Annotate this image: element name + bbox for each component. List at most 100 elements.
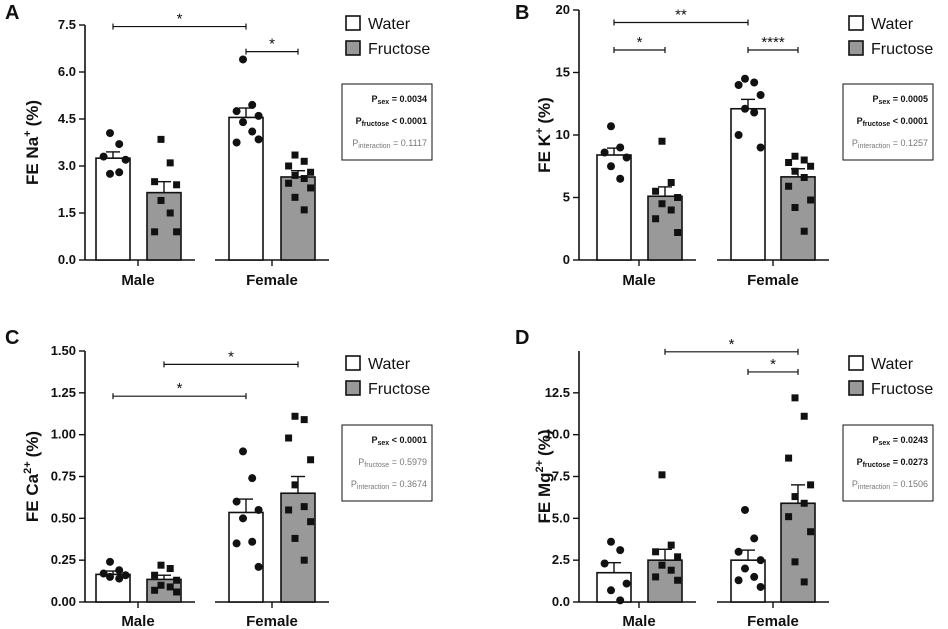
data-point-fructose <box>291 481 299 489</box>
data-point-fructose <box>285 434 293 442</box>
stats-line: Pinteraction = 0.1506 <box>852 479 928 491</box>
data-point-water <box>248 127 257 136</box>
stats-box <box>842 424 934 502</box>
data-point-water <box>121 155 130 164</box>
y-axis-label-superscript: 2+ <box>22 461 34 474</box>
data-point-fructose <box>800 156 808 164</box>
significance-label: **** <box>761 34 785 51</box>
data-point-water <box>734 576 743 585</box>
stats-line: Pinteraction = 0.1117 <box>352 138 427 150</box>
data-point-fructose <box>166 159 174 167</box>
stats-line: Pfructose < 0.0001 <box>356 116 427 128</box>
data-point-fructose <box>800 174 808 181</box>
data-point-fructose <box>791 204 799 211</box>
data-point-water <box>750 78 759 87</box>
stats-value: = 0.0273 <box>890 457 928 467</box>
data-point-fructose <box>291 193 299 201</box>
stats-box <box>341 424 433 502</box>
data-point-fructose <box>674 553 682 561</box>
panel-letter: A <box>5 2 19 24</box>
legend-label-water: Water <box>871 356 914 373</box>
data-point-fructose <box>166 209 174 217</box>
data-point-fructose <box>785 513 793 521</box>
data-point-fructose <box>300 206 308 214</box>
stats-subscript: interaction <box>858 484 890 491</box>
data-point-water <box>756 143 765 152</box>
stats-line: Pfructose = 0.5979 <box>358 457 427 469</box>
y-tick-label: 0.75 <box>51 469 76 484</box>
x-category-label: Female <box>246 613 298 629</box>
y-tick-label: 7.5 <box>552 469 570 484</box>
significance-label: * <box>228 348 234 365</box>
stats-value: = 0.0034 <box>389 94 427 104</box>
stats-subscript: fructose <box>863 121 891 128</box>
stats-line: Pinteraction = 0.1257 <box>852 138 928 150</box>
x-category-label: Male <box>622 613 655 629</box>
data-point-fructose <box>800 227 808 235</box>
stats-p: P <box>351 479 357 489</box>
data-point-water <box>106 557 114 566</box>
data-point-fructose <box>307 168 315 176</box>
data-point-fructose <box>791 152 799 160</box>
stats-p: P <box>358 457 364 467</box>
data-point-water <box>239 118 247 127</box>
data-point-water <box>115 168 124 177</box>
x-category-label: Female <box>747 272 799 289</box>
data-point-fructose <box>791 167 799 175</box>
data-point-fructose <box>800 499 808 507</box>
significance-label: * <box>770 356 776 373</box>
y-axis-label-unit: (%) <box>23 100 42 126</box>
data-point-water <box>607 122 615 131</box>
stats-subscript: sex <box>879 99 891 106</box>
data-point-water <box>741 564 749 573</box>
stats-value: = 0.3674 <box>389 479 427 489</box>
stats-value: = 0.1506 <box>890 479 928 489</box>
data-point-water <box>248 474 257 483</box>
significance-label: * <box>637 34 643 51</box>
panel-c: C 0.00 0.25 0.50 0.75 1.00 1.25 1.50 Male Female F… <box>5 327 433 629</box>
data-point-water <box>115 566 124 575</box>
data-point-fructose <box>807 528 815 536</box>
data-point-fructose <box>300 556 308 564</box>
data-point-water <box>232 107 241 116</box>
stats-subscript: fructose <box>863 462 891 469</box>
data-point-water <box>616 546 625 555</box>
stats-subscript: sex <box>879 440 891 447</box>
y-axis-label: FE Ca2+ (%) <box>22 431 42 522</box>
bar-fructose-female <box>780 176 816 261</box>
legend-label-fructose: Fructose <box>368 381 430 398</box>
data-point-fructose <box>658 137 666 145</box>
stats-subscript: interaction <box>858 143 890 150</box>
y-tick-label: 1.50 <box>51 343 76 358</box>
y-tick-label: 4.5 <box>58 111 76 126</box>
panel-letter: D <box>515 327 529 349</box>
data-point-fructose <box>151 178 159 186</box>
stats-value: < 0.0001 <box>890 116 928 126</box>
data-point-fructose <box>151 571 159 579</box>
data-point-fructose <box>667 541 675 549</box>
data-point-fructose <box>652 548 660 556</box>
data-point-fructose <box>807 481 815 489</box>
data-point-fructose <box>667 206 675 214</box>
stats-line: Psex = 0.0034 <box>372 94 428 106</box>
stats-p: P <box>852 138 858 148</box>
data-point-fructose <box>157 581 165 589</box>
data-point-fructose <box>791 394 799 402</box>
y-tick-label: 7.5 <box>58 17 76 32</box>
y-tick-label: 0.50 <box>51 510 76 525</box>
data-point-water <box>600 148 609 157</box>
y-axis-label: FE Na+ (%) <box>22 100 42 185</box>
significance-label: * <box>177 11 183 28</box>
stats-p: P <box>356 116 362 126</box>
data-point-water <box>756 582 765 591</box>
data-point-fructose <box>300 416 308 424</box>
data-point-water <box>232 138 241 147</box>
data-point-water <box>734 547 743 556</box>
data-point-fructose <box>300 157 308 165</box>
data-point-fructose <box>166 565 174 573</box>
stats-value: < 0.0001 <box>389 435 427 445</box>
data-point-fructose <box>285 162 293 170</box>
data-point-water <box>254 505 263 514</box>
data-point-fructose <box>658 471 666 479</box>
data-point-fructose <box>667 566 675 574</box>
